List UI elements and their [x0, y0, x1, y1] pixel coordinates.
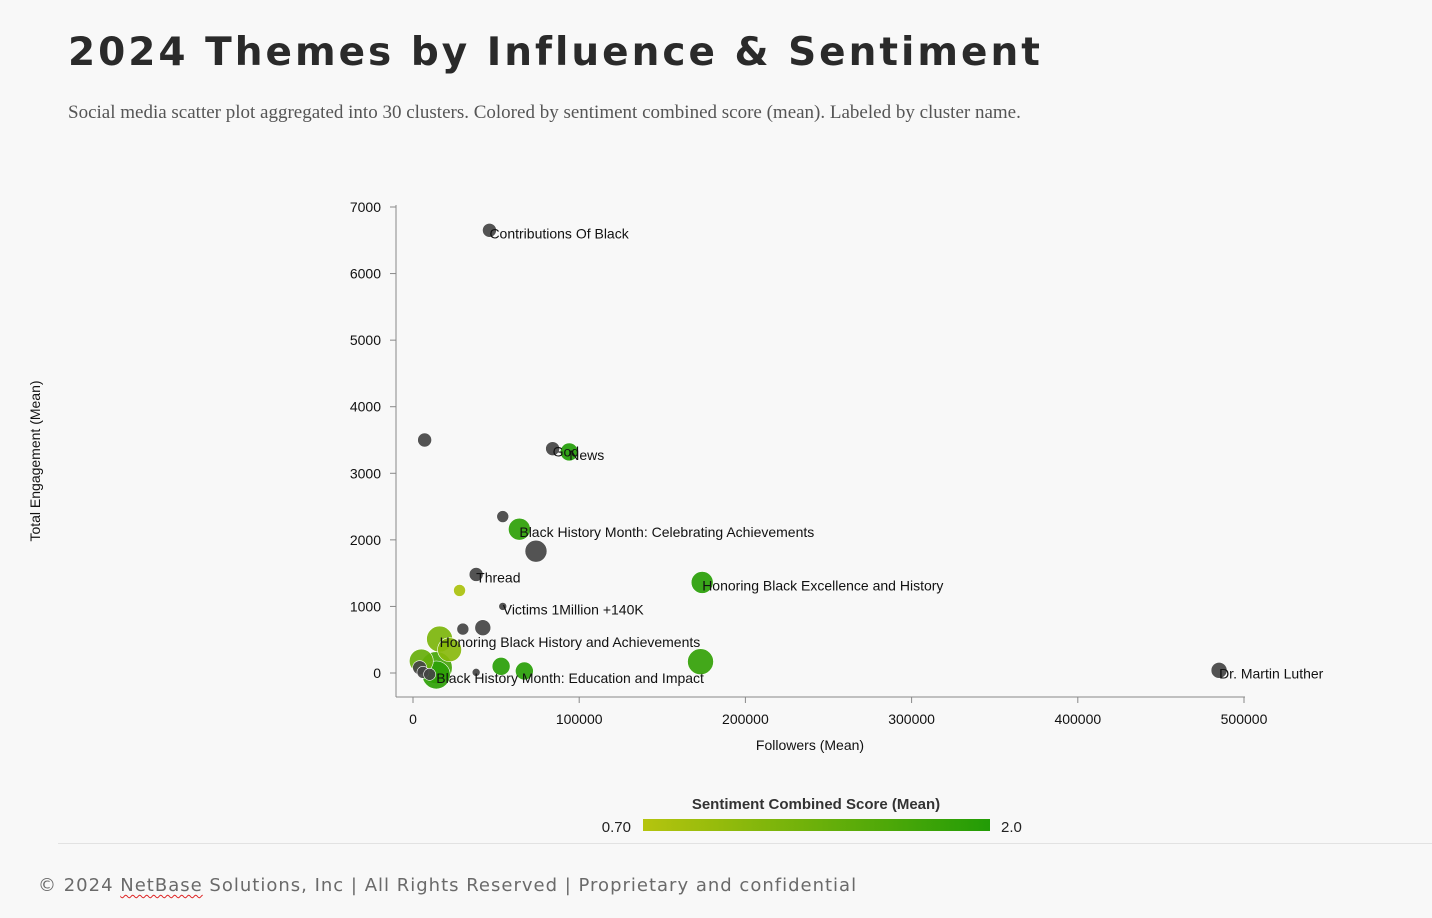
scatter-point: [508, 517, 531, 541]
y-tick-label: 0: [373, 665, 381, 681]
scatter-point: [423, 668, 436, 681]
x-tick-label: 500000: [1221, 711, 1268, 727]
x-tick-label: 100000: [556, 711, 603, 727]
y-tick-label: 6000: [350, 266, 381, 282]
y-tick-label: 3000: [350, 465, 381, 481]
scatter-point: [456, 622, 470, 636]
scatter-point: [690, 571, 714, 594]
y-axis-title: Total Engagement (Mean): [27, 380, 43, 541]
x-axis-ticks: 0 100000 200000 300000 400000 500000: [409, 697, 1268, 727]
x-axis-title: Followers (Mean): [756, 737, 864, 753]
data-points: [409, 223, 1228, 690]
scatter-point: [524, 539, 548, 563]
page-subtitle: Social media scatter plot aggregated int…: [68, 102, 1021, 123]
footer-divider: [58, 843, 1432, 844]
scatter-point: [515, 661, 534, 681]
x-tick-label: 300000: [888, 711, 935, 727]
point-label: Black History Month: Celebrating Achieve…: [519, 524, 814, 540]
point-label: Dr. Martin Luther: [1219, 665, 1324, 681]
point-label: God: [553, 444, 579, 460]
scatter-point: [471, 668, 481, 677]
scatter-point: [496, 510, 510, 523]
point-label: Contributions Of Black: [489, 225, 629, 241]
page-title: 2024 Themes by Influence & Sentiment: [68, 30, 1043, 75]
point-label: News: [569, 447, 604, 463]
y-tick-label: 5000: [350, 332, 381, 348]
footer-suffix: Solutions, Inc | All Rights Reserved | P…: [202, 875, 858, 896]
sentiment-legend: Sentiment Combined Score (Mean) 0.70 2.0: [602, 796, 1022, 836]
scatter-point: [468, 567, 484, 582]
scatter-point: [482, 223, 497, 238]
legend-color-bar: [643, 819, 990, 831]
point-label: Black History Month: Education and Impac…: [436, 670, 704, 686]
legend-title: Sentiment Combined Score (Mean): [692, 796, 940, 813]
scatter-point: [545, 441, 560, 456]
legend-max-label: 2.0: [1001, 819, 1022, 836]
y-tick-label: 1000: [350, 598, 381, 614]
footer-brand: NetBase: [120, 875, 203, 896]
x-tick-label: 200000: [722, 711, 769, 727]
legend-min-label: 0.70: [602, 819, 631, 836]
scatter-point: [1210, 662, 1228, 679]
footer-copyright: © 2024 NetBase Solutions, Inc | All Righ…: [38, 875, 857, 896]
point-label: Honoring Black History and Achievements: [440, 634, 701, 650]
scatter-point: [437, 637, 462, 663]
y-tick-label: 2000: [350, 532, 381, 548]
footer-prefix: © 2024: [38, 875, 121, 896]
y-axis-ticks: 0 1000 2000 3000 4000 5000 6000 7000: [350, 199, 396, 681]
x-tick-label: 0: [409, 711, 417, 727]
scatter-point: [687, 648, 714, 675]
point-label: Honoring Black Excellence and History: [702, 577, 943, 593]
x-tick-label: 400000: [1054, 711, 1101, 727]
y-tick-label: 4000: [350, 399, 381, 415]
scatter-chart: 0 1000 2000 3000 4000 5000 6000 7000 0 100000 200…: [27, 199, 1324, 836]
y-tick-label: 7000: [350, 199, 381, 215]
scatter-point: [453, 584, 466, 597]
point-label: Victims 1Million +140K: [503, 601, 645, 617]
scatter-point: [498, 602, 508, 611]
point-label: Thread: [476, 569, 520, 585]
scatter-point: [491, 657, 511, 676]
scatter-point: [559, 442, 579, 462]
scatter-point: [474, 619, 492, 637]
scatter-point: [417, 432, 432, 448]
chart-axes: [395, 205, 1245, 698]
